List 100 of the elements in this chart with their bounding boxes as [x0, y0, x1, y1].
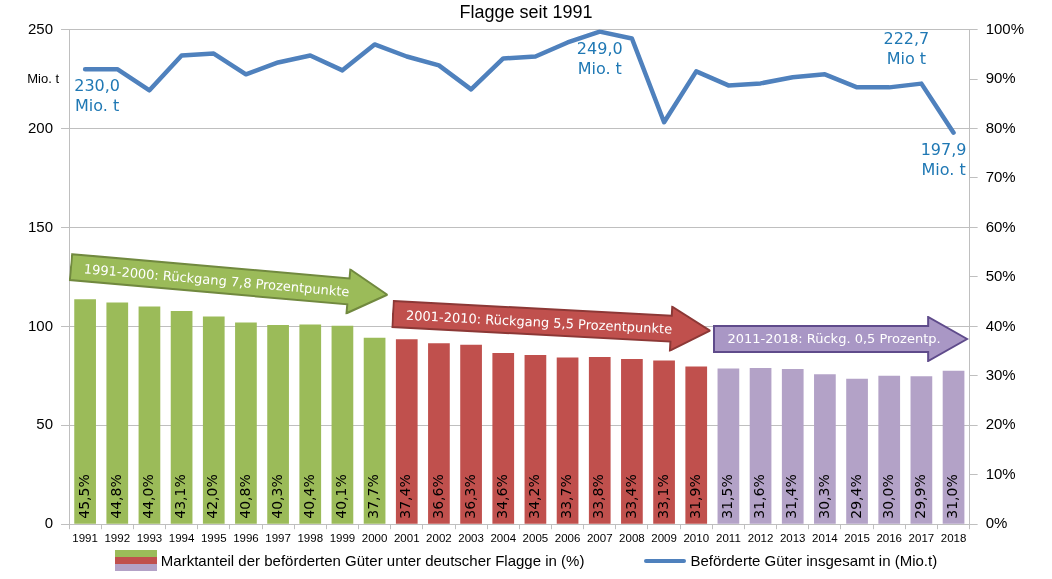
data-label: 31,4% — [783, 474, 800, 519]
bar — [717, 368, 740, 524]
y2-tick-label: 80% — [985, 118, 1016, 136]
x-tick-label: 2007 — [586, 532, 613, 545]
data-label: 222,7 Mio t — [883, 28, 930, 68]
chart-title: Flagge seit 1991 — [459, 1, 593, 22]
data-label: 45,5% — [75, 474, 92, 519]
x-tick-label: 2003 — [458, 532, 484, 545]
bar — [492, 353, 515, 524]
data-label: 30,3% — [815, 474, 832, 519]
y-axis-title: Mio. t — [27, 70, 60, 86]
data-label: 37,4% — [397, 474, 414, 519]
legend-label: Marktanteil der beförderten Güter unter deutscher Flagge in (%) — [160, 552, 585, 569]
y2-tick-label: 30% — [985, 365, 1016, 383]
y-tick-label: 250 — [28, 19, 54, 37]
x-tick-label: 2010 — [683, 532, 710, 545]
legend-label: Beförderte Güter insgesamt in (Mio.t) — [690, 552, 938, 569]
bar — [588, 357, 611, 524]
x-tick-label: 2002 — [426, 532, 452, 545]
data-label: 29,4% — [847, 474, 864, 519]
x-tick-label: 1998 — [297, 532, 324, 545]
data-label: 33,1% — [654, 474, 671, 519]
x-tick-label: 1993 — [136, 532, 163, 545]
data-label: 31,6% — [751, 474, 768, 519]
y2-tick-label: 20% — [985, 415, 1016, 433]
x-tick-label: 2004 — [490, 532, 517, 545]
y2-tick-label: 0% — [985, 514, 1008, 532]
data-label: 31,5% — [719, 474, 736, 519]
bar — [138, 306, 161, 524]
y2-tick-label: 50% — [985, 267, 1016, 285]
bar — [363, 337, 386, 524]
data-label: 230,0 Mio. t — [74, 76, 121, 116]
bar — [524, 355, 547, 524]
x-tick-label: 2005 — [522, 532, 549, 545]
data-label: 40,4% — [300, 474, 317, 519]
y2-tick-label: 70% — [985, 168, 1016, 186]
bar — [942, 370, 965, 524]
bar — [814, 374, 836, 524]
data-label: 40,3% — [268, 474, 285, 519]
data-label: 44,0% — [140, 474, 157, 519]
bar — [621, 359, 643, 524]
data-label: 33,7% — [558, 474, 575, 519]
bar — [202, 316, 225, 524]
y-tick-label: 150 — [28, 217, 54, 235]
data-label: 31,0% — [944, 474, 961, 519]
x-tick-label: 2011 — [716, 532, 741, 545]
y-tick-label: 100 — [28, 316, 54, 334]
data-label: 29,9% — [912, 474, 929, 519]
x-tick-label: 1999 — [329, 532, 356, 545]
x-tick-label: 2016 — [876, 532, 903, 545]
x-tick-label: 1997 — [265, 532, 291, 545]
y2-tick-label: 40% — [985, 316, 1016, 334]
data-label: 36,6% — [429, 474, 446, 519]
data-label: 43,1% — [172, 474, 189, 519]
data-label: 249,0 Mio. t — [576, 38, 623, 78]
x-tick-label: 1996 — [233, 532, 259, 545]
x-tick-label: 2009 — [651, 532, 677, 545]
data-label: 37,7% — [365, 474, 382, 519]
data-label: 30,0% — [879, 474, 896, 519]
bar — [685, 366, 708, 524]
data-label: 42,0% — [204, 474, 221, 519]
bar — [910, 376, 933, 524]
data-label: 33,4% — [622, 474, 639, 519]
bar — [460, 344, 482, 524]
data-label: 44,8% — [107, 474, 124, 519]
bar — [235, 322, 257, 524]
bar — [267, 324, 289, 524]
x-tick-label: 2006 — [554, 532, 581, 545]
data-label: 197,9 Mio. t — [920, 139, 967, 179]
data-label: 40,1% — [333, 474, 350, 519]
bar — [846, 378, 868, 524]
data-label: 34,6% — [493, 474, 510, 519]
x-tick-label: 2001 — [393, 532, 420, 545]
bar — [556, 357, 579, 524]
data-label: 34,2% — [526, 474, 543, 519]
data-label: 33,8% — [590, 474, 607, 519]
y-tick-label: 50 — [36, 415, 54, 433]
bar — [74, 299, 96, 524]
y-tick-label: 200 — [28, 118, 54, 136]
x-tick-label: 2015 — [844, 532, 870, 545]
bar — [878, 375, 901, 524]
x-tick-label: 2008 — [619, 532, 645, 545]
bar — [299, 324, 322, 524]
x-tick-label: 2013 — [779, 532, 806, 545]
bar — [749, 367, 772, 524]
x-tick-label: 1994 — [168, 532, 195, 545]
bar — [170, 311, 193, 524]
data-label: 36,3% — [461, 474, 478, 519]
x-tick-label: 1995 — [200, 532, 227, 545]
x-tick-label: 2012 — [747, 532, 774, 545]
x-tick-label: 2018 — [940, 532, 967, 545]
annotation: 1991-2000: Rückgang 7,8 Prozentpunkte — [82, 259, 352, 301]
y2-tick-label: 90% — [985, 69, 1016, 87]
y2-tick-label: 60% — [985, 217, 1016, 235]
x-tick-label: 1991 — [72, 532, 98, 545]
x-tick-label: 1992 — [104, 532, 131, 545]
bar — [106, 302, 129, 524]
annotation: 2001-2010: Rückgang 5,5 Prozentpunkte — [404, 306, 674, 339]
x-tick-label: 2000 — [361, 532, 388, 545]
x-tick-label: 2017 — [908, 532, 935, 545]
